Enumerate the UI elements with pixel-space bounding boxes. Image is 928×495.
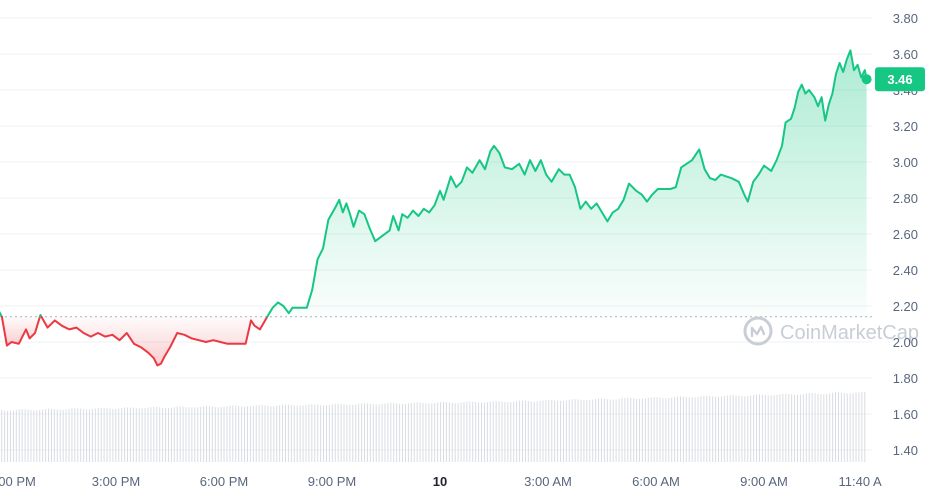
area-fill-down <box>41 316 268 366</box>
area-fill-down <box>1 316 40 346</box>
x-tick-label: 9:00 PM <box>308 474 356 489</box>
y-tick-label: 1.60 <box>893 407 918 422</box>
y-tick-label: 2.60 <box>893 227 918 242</box>
x-tick-label: 3:00 AM <box>524 474 572 489</box>
area-fills <box>0 50 867 366</box>
y-tick-label: 1.80 <box>893 371 918 386</box>
current-price-dot <box>861 74 872 85</box>
x-tick-label: 12:00 PM <box>0 474 36 489</box>
y-tick-label: 3.80 <box>893 11 918 26</box>
y-tick-label: 3.00 <box>893 155 918 170</box>
x-tick-label: 6:00 PM <box>200 474 248 489</box>
y-tick-label: 2.00 <box>893 335 918 350</box>
y-axis-ticks: 1.40 1.60 1.80 2.00 2.20 2.40 2.60 2.80 3.00 3.20… <box>893 11 918 458</box>
y-tick-label: 2.20 <box>893 299 918 314</box>
x-tick-label: 11:40 A <box>839 474 882 489</box>
y-tick-label: 3.60 <box>893 47 918 62</box>
coinmarketcap-logo-icon <box>743 316 773 346</box>
x-tick-label: 6:00 AM <box>632 474 680 489</box>
volume-bars <box>1 391 866 462</box>
y-tick-label: 1.40 <box>893 443 918 458</box>
y-tick-label: 2.40 <box>893 263 918 278</box>
current-price-badge-bg <box>875 67 925 92</box>
x-tick-label: 3:00 PM <box>92 474 140 489</box>
price-line-up <box>266 49 868 318</box>
watermark: CoinMarketCap <box>743 316 919 346</box>
current-price-badge: 3.46 <box>875 67 925 92</box>
x-tick-label: 10 <box>433 474 447 489</box>
y-tick-label: 3.20 <box>893 119 918 134</box>
price-line-down <box>40 315 269 367</box>
watermark-text: CoinMarketCap <box>780 322 919 344</box>
x-tick-label: 9:00 AM <box>740 474 788 489</box>
x-axis-ticks: 12:00 PM 3:00 PM 6:00 PM 9:00 PM 10 3:00 AM 6:… <box>0 474 882 489</box>
current-price-label: 3.46 <box>887 72 912 87</box>
price-line-down <box>0 315 41 347</box>
y-tick-label: 2.80 <box>893 191 918 206</box>
area-fill-up <box>267 50 867 317</box>
price-line-up <box>0 311 3 318</box>
price-line <box>0 49 868 367</box>
